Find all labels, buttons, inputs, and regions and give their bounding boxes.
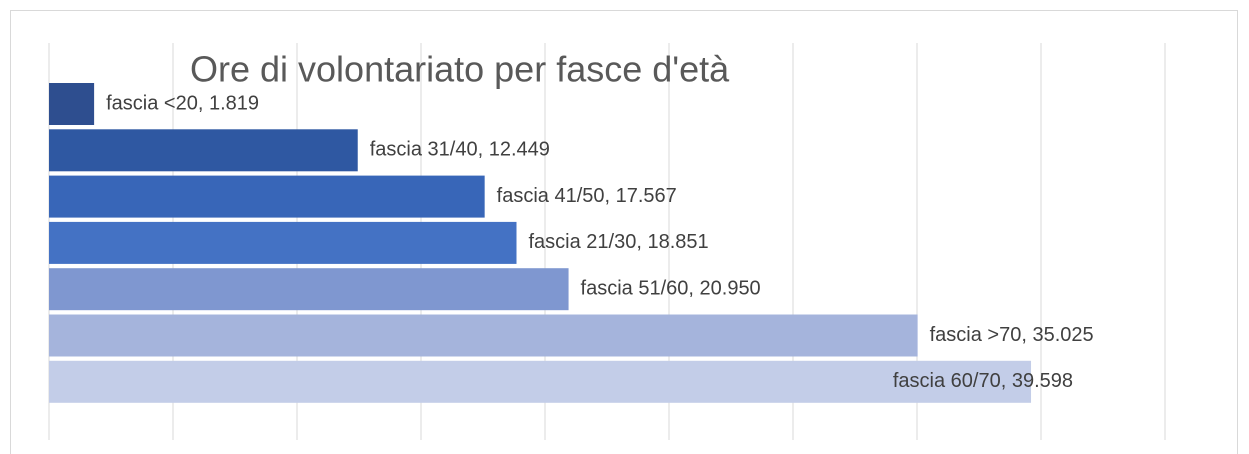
bar (49, 129, 358, 172)
bar (49, 268, 569, 311)
bar (49, 221, 517, 264)
bar (49, 175, 485, 218)
bar (49, 83, 95, 125)
chart-title: Ore di volontariato per fasce d'età (190, 49, 730, 90)
bars: fascia <20, 1.819 fascia 31/40, 12.449 fas… (49, 83, 1094, 403)
data-label: fascia >70, 35.025 (930, 324, 1094, 346)
bar (49, 360, 1032, 403)
data-label: fascia 31/40, 12.449 (370, 139, 550, 161)
data-label: fascia <20, 1.819 (106, 92, 259, 114)
bar (49, 314, 918, 357)
data-label: fascia 21/30, 18.851 (529, 231, 709, 253)
data-label: fascia 41/50, 17.567 (497, 185, 677, 207)
data-label: fascia 51/60, 20.950 (581, 277, 761, 299)
data-label: fascia 60/70, 39.598 (893, 370, 1073, 392)
